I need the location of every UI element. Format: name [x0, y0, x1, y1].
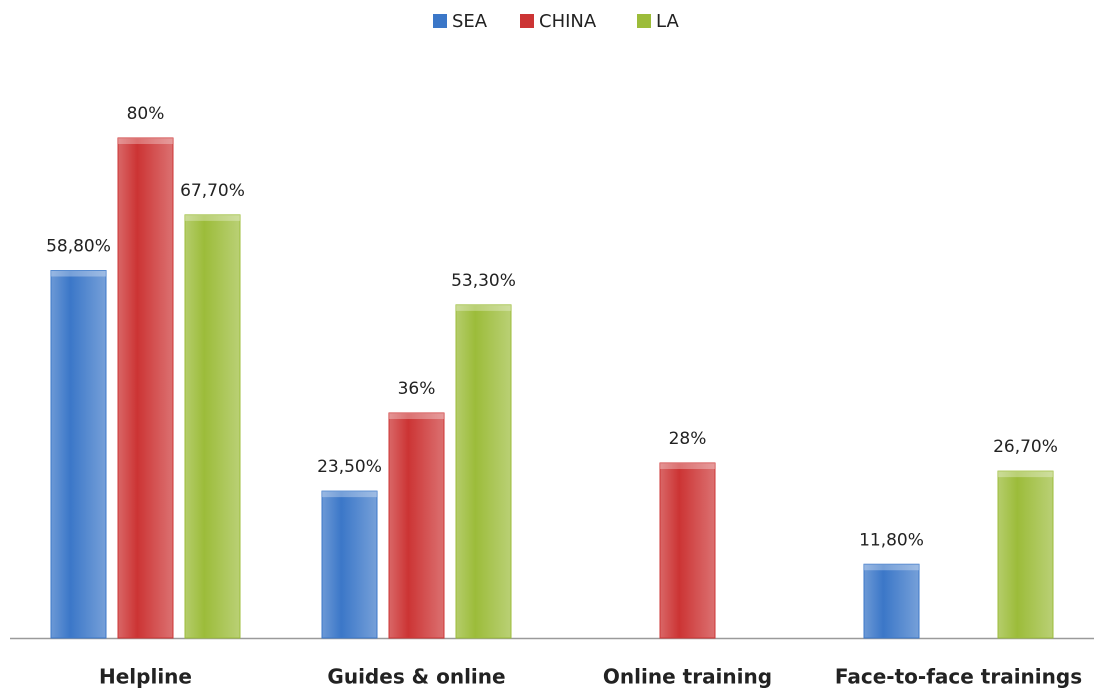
- value-label: 11,80%: [859, 530, 924, 550]
- legend-label: LA: [656, 11, 679, 32]
- x-tick-label: Helpline: [99, 665, 192, 689]
- legend-swatch: [637, 14, 651, 28]
- bar: [863, 563, 920, 639]
- bar-cap: [998, 471, 1053, 478]
- bar: [997, 470, 1054, 639]
- legend-label: SEA: [452, 11, 488, 32]
- value-label: 26,70%: [993, 437, 1058, 457]
- bar-cap: [51, 270, 106, 277]
- value-label: 28%: [669, 429, 707, 449]
- bar-cap: [660, 463, 715, 469]
- legend-swatch: [433, 14, 447, 28]
- value-label: 53,30%: [451, 271, 516, 291]
- bar-cap: [456, 304, 511, 311]
- bar-cap: [322, 491, 377, 498]
- x-tick-label: Guides & online: [327, 665, 505, 689]
- bar: [659, 462, 716, 639]
- bar: [50, 270, 107, 639]
- bar: [184, 214, 241, 639]
- bar-cap: [864, 564, 919, 571]
- bar-cap: [389, 413, 444, 419]
- value-label: 58,80%: [46, 237, 111, 257]
- bar: [388, 412, 445, 639]
- x-tick-label: Online training: [603, 665, 772, 689]
- bar-cap: [118, 138, 173, 144]
- value-label: 36%: [398, 379, 436, 399]
- bar: [117, 137, 174, 639]
- legend-swatch: [520, 14, 534, 28]
- legend-label: CHINA: [539, 11, 597, 32]
- bar-cap: [185, 214, 240, 221]
- x-tick-label: Face-to-face trainings: [835, 665, 1082, 689]
- value-label: 23,50%: [317, 457, 382, 477]
- value-label: 80%: [127, 104, 165, 124]
- bar: [321, 490, 378, 639]
- value-label: 67,70%: [180, 181, 245, 201]
- bar: [455, 304, 512, 639]
